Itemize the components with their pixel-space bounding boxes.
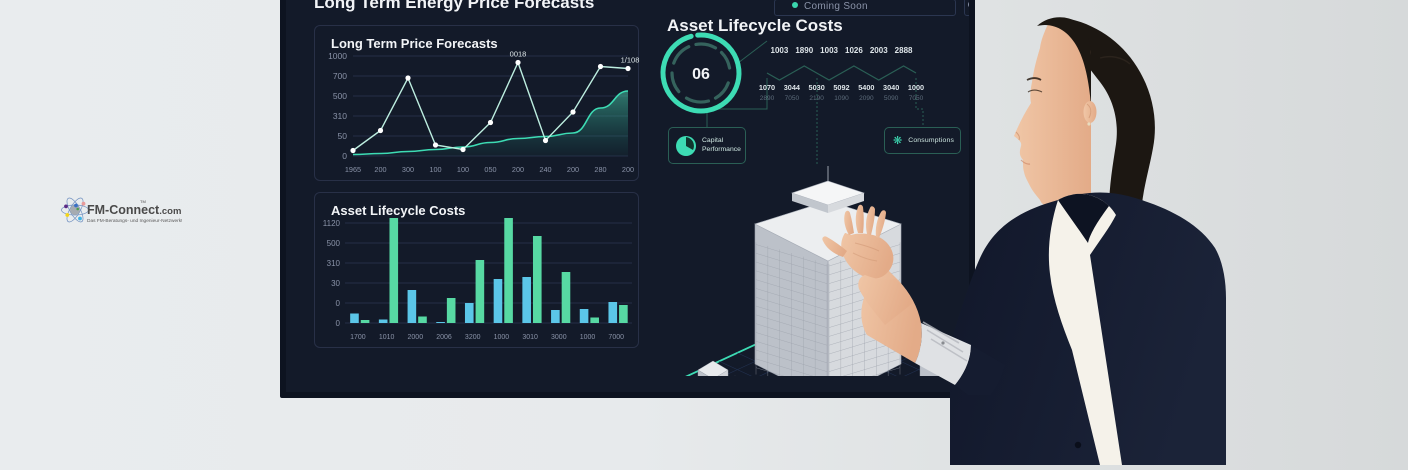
svg-text:50: 50: [338, 131, 348, 141]
svg-text:100: 100: [457, 165, 469, 174]
svg-text:TM: TM: [140, 199, 146, 204]
svg-text:3200: 3200: [465, 334, 481, 341]
svg-text:1/108: 1/108: [621, 56, 640, 65]
svg-text:1000: 1000: [328, 51, 347, 61]
svg-text:300: 300: [402, 165, 414, 174]
svg-text:3000: 3000: [551, 334, 567, 341]
svg-text:7050: 7050: [785, 95, 800, 102]
svg-text:2090: 2090: [859, 95, 874, 102]
svg-text:310: 310: [327, 259, 341, 268]
svg-text:1000: 1000: [580, 334, 596, 341]
svg-text:1965: 1965: [345, 165, 361, 174]
svg-text:1026: 1026: [845, 46, 863, 55]
svg-text:0: 0: [336, 319, 341, 328]
svg-text:1000: 1000: [494, 334, 510, 341]
svg-text:700: 700: [333, 71, 347, 81]
svg-text:06: 06: [692, 66, 710, 83]
svg-text:200: 200: [374, 165, 386, 174]
svg-text:0: 0: [342, 151, 347, 161]
svg-text:1000: 1000: [908, 83, 924, 92]
svg-text:2190: 2190: [809, 95, 824, 102]
svg-text:FM-Connect.com: FM-Connect.com: [87, 203, 181, 217]
svg-text:100: 100: [429, 165, 441, 174]
svg-text:200: 200: [567, 165, 579, 174]
svg-text:1003: 1003: [820, 46, 838, 55]
svg-text:5092: 5092: [833, 83, 849, 92]
svg-text:2000: 2000: [408, 334, 424, 341]
svg-text:1003: 1003: [771, 46, 789, 55]
svg-text:2888: 2888: [895, 46, 913, 55]
svg-text:310: 310: [333, 111, 347, 121]
svg-text:500: 500: [333, 91, 347, 101]
svg-text:3040: 3040: [883, 83, 899, 92]
svg-text:500: 500: [327, 239, 341, 248]
svg-text:5030: 5030: [809, 83, 825, 92]
svg-text:2003: 2003: [870, 46, 888, 55]
svg-text:Das FM-Beratungs- und Ingenieu: Das FM-Beratungs- und Ingenieur-Netzwerk…: [87, 218, 182, 224]
svg-text:1010: 1010: [379, 334, 395, 341]
svg-text:30: 30: [331, 279, 340, 288]
svg-text:240: 240: [539, 165, 551, 174]
svg-text:1070: 1070: [759, 83, 775, 92]
svg-text:3010: 3010: [522, 334, 538, 341]
svg-text:050: 050: [484, 165, 496, 174]
svg-text:1700: 1700: [350, 334, 366, 341]
svg-text:5090: 5090: [884, 95, 899, 102]
svg-text:1090: 1090: [834, 95, 849, 102]
svg-text:0: 0: [336, 299, 341, 308]
svg-text:1120: 1120: [323, 219, 341, 228]
svg-text:200: 200: [622, 165, 634, 174]
svg-text:2890: 2890: [760, 95, 775, 102]
svg-text:1890: 1890: [795, 46, 813, 55]
svg-text:280: 280: [594, 165, 606, 174]
svg-text:7000: 7000: [608, 334, 624, 341]
svg-text:2006: 2006: [436, 334, 452, 341]
svg-text:0018: 0018: [510, 50, 527, 59]
svg-text:200: 200: [512, 165, 524, 174]
svg-text:7050: 7050: [909, 95, 924, 102]
svg-text:3044: 3044: [784, 83, 801, 92]
svg-text:5400: 5400: [858, 83, 874, 92]
